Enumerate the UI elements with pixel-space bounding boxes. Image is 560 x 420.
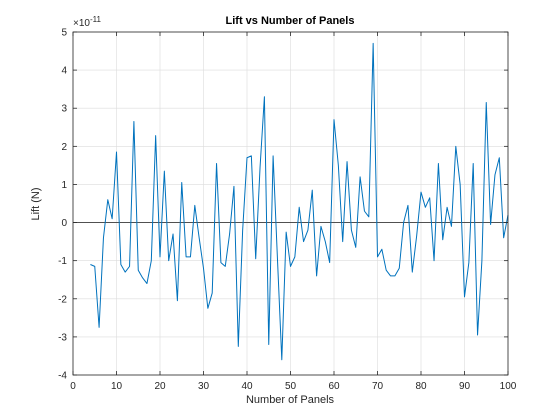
y-exponent-power: -11: [90, 15, 102, 24]
y-tick-label: -2: [58, 294, 67, 305]
y-ticks: -4 -3 -2 -1 0 1 2 3 4 5: [58, 28, 508, 382]
y-tick-label: 4: [61, 66, 67, 77]
x-tick-label: 50: [285, 381, 297, 392]
x-axis-label: Number of Panels: [246, 394, 335, 406]
y-tick-label: -4: [58, 371, 67, 382]
y-tick-label: -3: [58, 332, 67, 343]
x-tick-label: 20: [154, 381, 166, 392]
y-tick-label: 2: [61, 142, 67, 153]
x-tick-label: 80: [415, 381, 427, 392]
x-tick-label: 60: [328, 381, 340, 392]
y-tick-label: 1: [61, 180, 67, 191]
lift-series-line: [90, 42, 509, 361]
x-tick-label: 90: [459, 381, 471, 392]
x-tick-label: 100: [500, 381, 517, 392]
x-ticks: 0 10 20 30 40 50 60 70 80 90 100: [70, 32, 517, 392]
x-tick-label: 70: [372, 381, 384, 392]
y-exponent-base: ×10: [73, 18, 90, 29]
chart-title: Lift vs Number of Panels: [226, 15, 355, 27]
x-tick-label: 30: [198, 381, 210, 392]
y-tick-label: -1: [58, 256, 67, 267]
y-axis-label: Lift (N): [30, 188, 42, 221]
y-tick-label: 0: [61, 218, 67, 229]
x-tick-label: 0: [70, 381, 76, 392]
series-group: [90, 42, 509, 361]
y-tick-label: 3: [61, 104, 67, 115]
y-exponent-label: ×10-11: [73, 15, 101, 29]
x-tick-label: 40: [241, 381, 253, 392]
y-tick-label: 5: [61, 28, 67, 39]
x-tick-label: 10: [111, 381, 123, 392]
